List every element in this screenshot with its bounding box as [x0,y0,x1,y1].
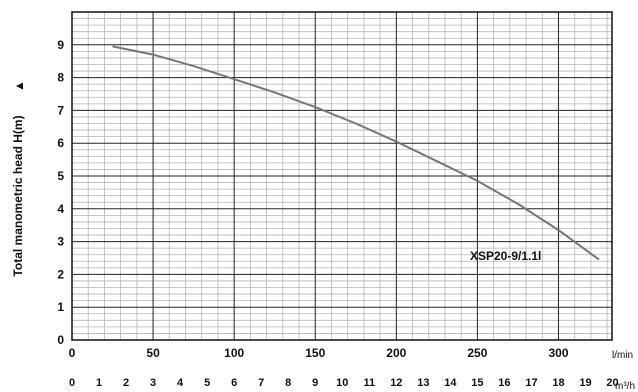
x2-tick-label: 10 [336,377,348,389]
series-label: XSP20-9/1.1l [470,249,541,263]
x2-tick-label: 13 [417,377,429,389]
x2-tick-label: 15 [471,377,483,389]
x2-tick-label: 7 [258,377,264,389]
y-tick-label: 5 [57,169,64,183]
x-tick-labels-m3h: 0 1 2 3 4 5 6 7 8 9 10 11 12 13 14 15 16 17 18 19 20 [69,377,619,389]
x-tick-label: 150 [305,346,325,360]
x2-tick-label: 18 [552,377,564,389]
series-curve [112,45,600,261]
y-tick-label: 9 [57,38,64,52]
chart-frame [71,11,613,341]
x2-tick-label: 6 [231,377,237,389]
x2-tick-label: 17 [525,377,537,389]
x2-tick-label: 5 [204,377,210,389]
y-tick-label: 8 [57,71,64,85]
x2-tick-label: 16 [498,377,510,389]
x-tick-label: 300 [548,346,568,360]
y-tick-labels: 0 1 2 3 4 5 6 7 8 9 [57,38,64,347]
x-axis-unit-lmin: l/min [612,350,633,361]
y-axis-arrow-icon: ▲ [12,80,26,92]
x2-tick-label: 20 [606,377,618,389]
x-tick-label: 200 [386,346,406,360]
x2-tick-label: 3 [150,377,156,389]
y-tick-label: 4 [57,202,64,216]
y-axis-label: Total manometric head H(m) [11,115,25,276]
x-tick-labels-lmin: 0 50 100 150 200 250 300 [69,346,569,360]
x2-tick-label: 1 [96,377,102,389]
x-tick-label: 50 [146,346,160,360]
x2-tick-label: 8 [285,377,291,389]
plot-border [71,11,613,341]
y-tick-label: 3 [57,235,64,249]
y-tick-label: 2 [57,267,64,281]
x2-tick-label: 19 [579,377,591,389]
x2-tick-label: 4 [177,377,184,389]
x-tick-label: 0 [69,346,76,360]
x2-tick-label: 2 [123,377,129,389]
curve-layer [112,45,600,261]
x-tick-label: 250 [467,346,487,360]
y-tick-label: 6 [57,136,64,150]
chart-grid [72,12,612,340]
y-tick-label: 0 [57,333,64,347]
x2-tick-label: 12 [390,377,402,389]
x-axis-unit-m3h: m³/h [615,381,635,392]
x-tick-label: 100 [224,346,244,360]
y-tick-label: 7 [57,103,64,117]
x2-tick-label: 14 [444,377,457,389]
x2-tick-label: 11 [363,377,375,389]
y-tick-label: 1 [57,300,64,314]
x2-tick-label: 9 [312,377,318,389]
x2-tick-label: 0 [69,377,75,389]
